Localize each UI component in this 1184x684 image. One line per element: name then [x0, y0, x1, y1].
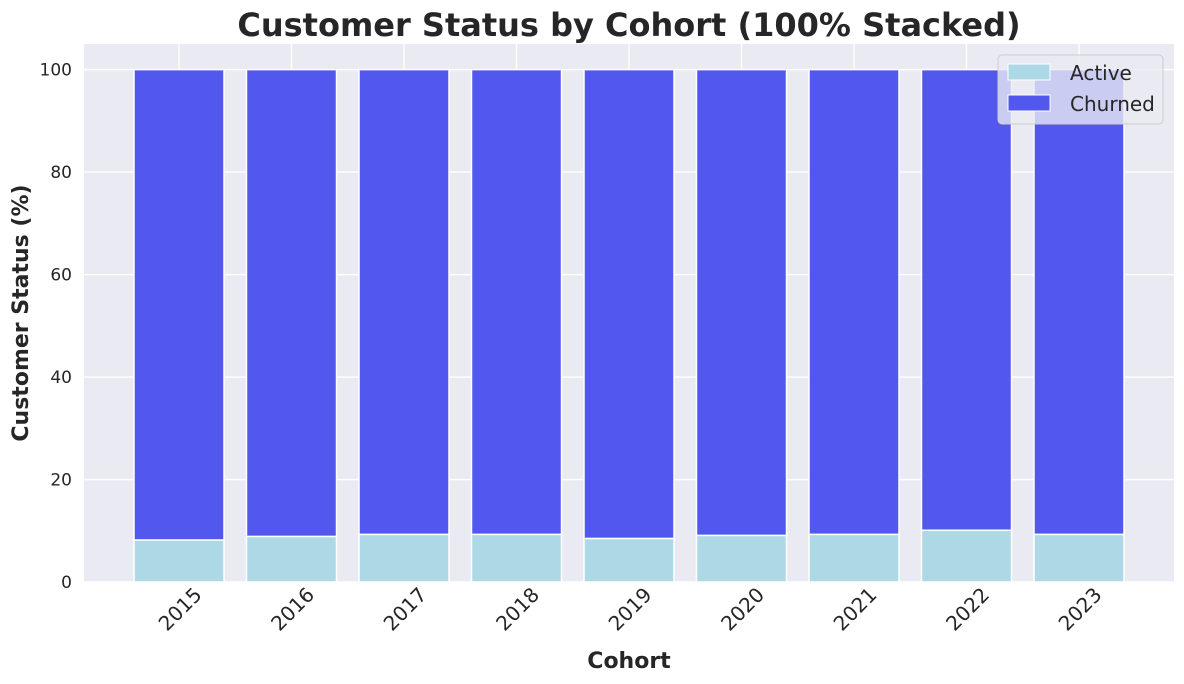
y-tick-label: 60 — [50, 266, 72, 286]
x-axis-label: Cohort — [587, 649, 671, 674]
bar-active-2015 — [133, 539, 225, 583]
legend-label-churned: Churned — [1070, 92, 1155, 116]
bar-churned-2019 — [583, 68, 675, 540]
bar-churned-2015 — [133, 68, 225, 541]
bar-churned-2018 — [470, 68, 563, 536]
bars — [133, 68, 1125, 583]
bar-churned-2022 — [920, 68, 1013, 531]
legend-swatch-active — [1007, 63, 1051, 81]
bar-active-2023 — [1033, 533, 1125, 583]
bar-churned-2016 — [245, 68, 338, 538]
bar-active-2021 — [808, 533, 900, 583]
x-tick-label: 2020 — [716, 583, 769, 636]
bar-active-2017 — [358, 533, 450, 583]
x-tick-label: 2015 — [154, 583, 207, 636]
bar-churned-2020 — [695, 68, 788, 537]
y-tick-label: 100 — [40, 61, 72, 81]
y-tick-label: 40 — [50, 368, 72, 388]
y-tick-label: 0 — [61, 573, 72, 593]
chart-title: Customer Status by Cohort (100% Stacked) — [237, 6, 1020, 44]
bar-churned-2017 — [358, 68, 450, 536]
bar-churned-2021 — [808, 68, 900, 536]
bar-active-2020 — [695, 534, 788, 583]
x-tick-label: 2018 — [491, 583, 544, 636]
x-axis-ticks: 2015 2016 2017 2018 2019 2020 2021 2022 2023 — [154, 583, 1107, 636]
legend-swatch-churned — [1007, 94, 1051, 112]
x-tick-label: 2022 — [941, 583, 994, 636]
x-tick-label: 2019 — [604, 583, 657, 636]
legend-label-active: Active — [1070, 61, 1132, 85]
y-tick-label: 80 — [50, 163, 72, 183]
bar-active-2018 — [470, 533, 563, 583]
y-axis-ticks: 0 20 40 60 80 100 — [40, 61, 72, 593]
y-tick-label: 20 — [50, 471, 72, 491]
x-tick-label: 2021 — [829, 583, 882, 636]
bar-churned-2023 — [1033, 68, 1125, 536]
bar-active-2016 — [245, 535, 338, 583]
bar-active-2019 — [583, 537, 675, 583]
y-axis-label: Customer Status (%) — [9, 184, 34, 441]
x-tick-label: 2017 — [379, 583, 432, 636]
x-tick-label: 2016 — [266, 583, 319, 636]
x-tick-label: 2023 — [1054, 583, 1107, 636]
legend: Active Churned — [997, 54, 1164, 125]
bar-active-2022 — [920, 529, 1013, 583]
